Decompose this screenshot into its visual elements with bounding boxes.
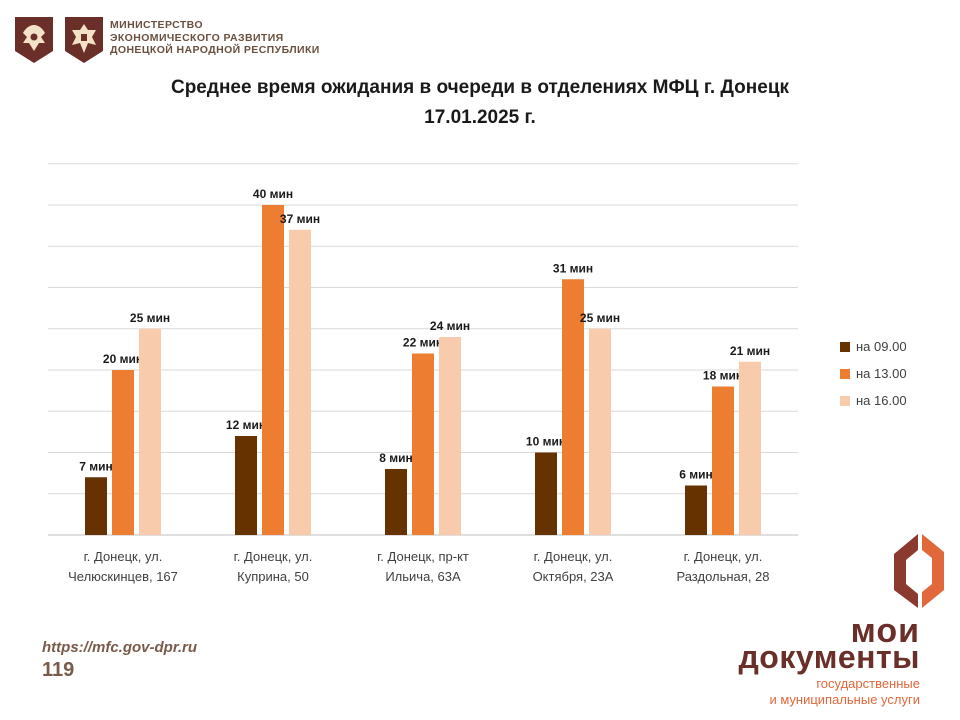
page-number: 119 [42,659,75,681]
legend-swatch [840,395,850,406]
data-label: 10 мин [526,435,566,449]
data-label: 18 мин [703,369,743,383]
data-label: 6 мин [679,468,713,482]
category-label: Раздольная, 28 [676,569,769,584]
bar [262,205,284,535]
data-label: 22 мин [403,336,443,350]
bar [85,477,107,535]
brand-name-line1: мои [850,612,920,650]
bar [589,328,611,535]
category-label: Октября, 23А [533,569,614,584]
bar [385,469,407,535]
data-label: 7 мин [79,459,113,473]
data-label: 37 мин [280,212,320,226]
brand-name-line2: документы [738,639,920,675]
legend-label: на 13.00 [856,366,907,381]
data-label: 21 мин [730,344,770,358]
bar [439,337,461,535]
category-label: Челюскинцев, 167 [68,569,178,584]
category-label: г. Донецк, ул. [234,549,313,564]
brand-subtitle-line2: и муниципальные услуги [769,692,920,707]
legend-item: на 09.00 [840,333,907,360]
chart-subtitle: 17.01.2025 г. [424,107,536,128]
bar [685,485,707,535]
republic-emblem-icon [65,17,103,63]
bar [562,279,584,535]
data-label: 20 мин [103,352,143,366]
brand-subtitle-line1: государственные [816,676,920,691]
data-label: 12 мин [226,418,266,432]
ministry-name: МИНИСТЕРСТВО ЭКОНОМИЧЕСКОГО РАЗВИТИЯ ДОН… [110,19,320,57]
category-label: г. Донецк, ул. [534,549,613,564]
website-link[interactable]: https://mfc.gov-dpr.ru [42,639,197,656]
moi-dokumenty-logo-icon [894,534,944,608]
data-label: 8 мин [379,451,413,465]
data-label: 40 мин [253,187,293,201]
chart-legend: на 09.00 на 13.00 на 16.00 [840,333,907,414]
emblems [13,15,105,65]
category-label: г. Донецк, ул. [84,549,163,564]
legend-swatch [840,368,850,379]
category-label: г. Донецк, ул. [684,549,763,564]
legend-swatch [840,341,850,352]
ministry-line: ЭКОНОМИЧЕСКОГО РАЗВИТИЯ [110,31,284,44]
ministry-line: ДОНЕЦКОЙ НАРОДНОЙ РЕСПУБЛИКИ [110,44,320,56]
data-label: 25 мин [580,311,620,325]
bar [535,452,557,535]
ministry-line: МИНИСТЕРСТВО [110,19,203,31]
data-label: 31 мин [553,261,593,275]
bar [112,370,134,535]
data-label: 24 мин [430,319,470,333]
bar [739,361,761,535]
category-label: Ильича, 63А [385,569,461,584]
data-label: 25 мин [130,311,170,325]
bar [289,229,311,535]
category-label: г. Донецк, пр-кт [377,549,469,564]
category-label: Куприна, 50 [237,569,309,584]
legend-label: на 09.00 [856,339,907,354]
chart-title: Среднее время ожидания в очереди в отдел… [170,77,790,98]
bar [412,353,434,535]
bar [712,386,734,535]
bar [139,328,161,535]
coat-of-arms-icon [15,17,53,63]
legend-item: на 13.00 [840,360,907,387]
bar [235,436,257,535]
legend-label: на 16.00 [856,393,907,408]
legend-item: на 16.00 [840,387,907,414]
